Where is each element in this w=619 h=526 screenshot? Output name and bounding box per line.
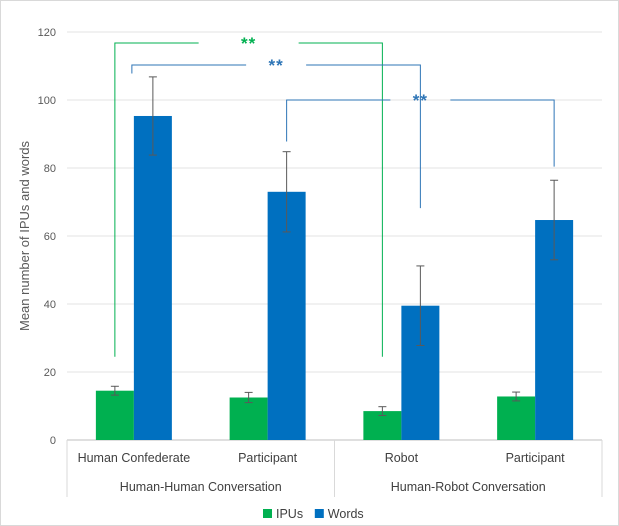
- y-tick-label: 60: [44, 231, 56, 243]
- category-label: Human Confederate: [78, 451, 191, 465]
- significance-bracket: [306, 64, 421, 209]
- significance-marker: **: [269, 56, 284, 75]
- bar-words-1: [267, 191, 306, 440]
- y-tick-label: 80: [44, 163, 56, 175]
- category-label: Participant: [506, 451, 566, 465]
- bar-ipus-1: [229, 397, 268, 440]
- category-label: Robot: [385, 451, 419, 465]
- y-tick-label: 0: [50, 435, 56, 447]
- significance-marker: **: [241, 34, 256, 53]
- y-tick-label: 100: [38, 95, 56, 107]
- group-label: Human-Human Conversation: [120, 480, 282, 494]
- significance-bracket: [298, 42, 383, 357]
- significance-marker: **: [413, 91, 428, 110]
- legend-label: IPUs: [276, 507, 303, 521]
- group-label: Human-Robot Conversation: [391, 480, 546, 494]
- bar-ipus-0: [95, 390, 134, 440]
- bar-ipus-3: [497, 396, 536, 440]
- y-axis-title: Mean number of IPUs and words: [17, 140, 32, 331]
- significance-bracket: [286, 99, 391, 142]
- significance-bracket: [114, 42, 199, 357]
- bar-words-0: [133, 115, 172, 440]
- y-tick-label: 120: [38, 27, 56, 39]
- significance-bracket: [131, 64, 247, 74]
- y-tick-label: 20: [44, 367, 56, 379]
- category-label: Participant: [238, 451, 298, 465]
- significance-bracket: [450, 99, 555, 167]
- y-tick-label: 40: [44, 299, 56, 311]
- legend-swatch-ipus: [263, 509, 272, 518]
- legend-swatch-words: [314, 509, 324, 518]
- legend-label: Words: [328, 507, 364, 521]
